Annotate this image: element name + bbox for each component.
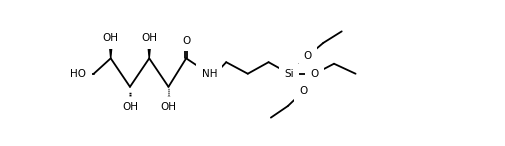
Text: O: O	[298, 86, 307, 97]
Polygon shape	[109, 45, 112, 58]
Text: NH: NH	[201, 69, 217, 79]
Text: OH: OH	[141, 33, 157, 43]
Text: O: O	[182, 36, 190, 46]
Text: OH: OH	[160, 102, 176, 112]
Text: O: O	[303, 51, 312, 61]
Text: HO: HO	[70, 69, 86, 79]
Text: OH: OH	[103, 33, 119, 43]
Text: O: O	[310, 69, 318, 79]
Polygon shape	[147, 45, 150, 58]
Text: Si: Si	[284, 69, 293, 79]
Text: OH: OH	[122, 102, 138, 112]
